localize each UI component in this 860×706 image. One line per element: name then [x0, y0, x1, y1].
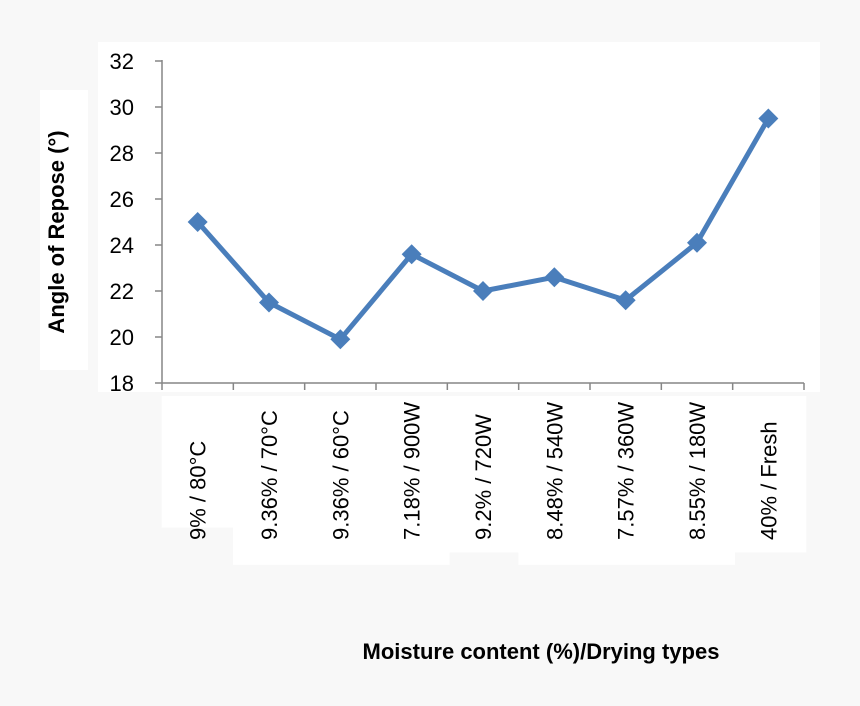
- ylabel-background: [40, 90, 88, 370]
- y-tick-label: 30: [110, 95, 134, 120]
- y-axis-ticks: 18 20 22 24 26 28 30 32: [110, 49, 162, 396]
- data-point-marker: [615, 290, 636, 311]
- x-tick-label-background: [518, 396, 593, 565]
- x-tick-label: 9.36% / 60°C: [328, 410, 353, 540]
- data-point-marker: [473, 281, 493, 301]
- data-point-marker: [330, 329, 351, 350]
- y-tick-label: 22: [110, 279, 134, 304]
- x-tick-label-background: [161, 396, 236, 528]
- x-tick-label-backgrounds: [161, 396, 807, 565]
- plot-background: [98, 42, 820, 392]
- x-tick-label-background: [304, 396, 379, 565]
- x-tick-label-background: [732, 396, 807, 553]
- y-tick-label: 24: [110, 233, 134, 258]
- data-point-marker: [758, 108, 779, 129]
- x-tick-label: 8.55% / 180W: [685, 402, 710, 540]
- x-tick-label-background: [375, 396, 450, 565]
- x-tick-label-background: [589, 396, 664, 565]
- x-tick-label: 7.18% / 900W: [400, 402, 425, 540]
- y-tick-label: 32: [110, 49, 134, 74]
- x-axis-title: Moisture content (%)/Drying types: [363, 639, 720, 664]
- x-tick-label: 8.48% / 540W: [542, 402, 567, 540]
- x-tick-label: 9% / 80°C: [186, 441, 211, 540]
- data-point-marker: [687, 232, 707, 253]
- x-tick-label: 7.57% / 360W: [614, 402, 639, 540]
- x-tick-label: 9.36% / 70°C: [257, 410, 282, 540]
- y-tick-label: 28: [110, 141, 134, 166]
- x-tick-label: 9.2% / 720W: [471, 414, 496, 540]
- x-tick-label-background: [661, 396, 735, 565]
- y-tick-label: 20: [110, 325, 134, 350]
- y-axis-title: Angle of Repose (°): [44, 130, 69, 333]
- data-point-marker: [187, 212, 208, 232]
- series-group: [187, 108, 779, 350]
- data-point-marker: [259, 292, 279, 313]
- data-point-marker: [544, 267, 565, 288]
- x-tick-label: 40% / Fresh: [756, 421, 781, 540]
- y-tick-label: 26: [110, 187, 134, 212]
- y-tick-label: 18: [110, 371, 134, 396]
- data-point-marker: [401, 244, 422, 265]
- x-tick-label-background: [447, 396, 521, 553]
- x-tick-label-background: [233, 396, 307, 565]
- x-axis-ticks: 9% / 80°C 9.36% / 70°C 9.36% / 60°C 7.18% /…: [161, 383, 805, 540]
